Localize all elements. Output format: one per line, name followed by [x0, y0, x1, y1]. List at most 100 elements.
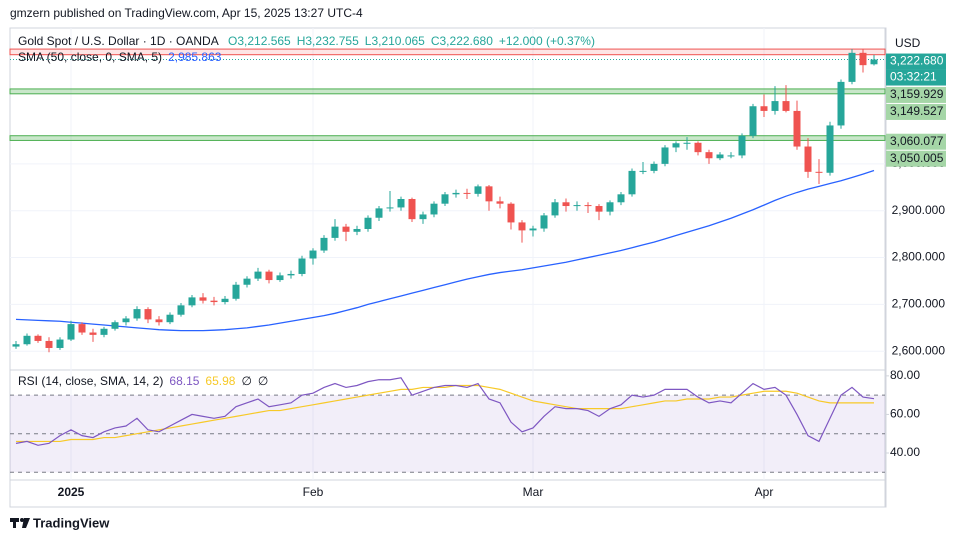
candle-body	[441, 194, 449, 204]
candle-body	[34, 335, 42, 341]
candle-body	[232, 284, 240, 299]
candle-body	[760, 106, 768, 111]
level-label: 3,149.527	[890, 104, 944, 118]
candle-body	[782, 101, 790, 111]
candle-body	[540, 215, 548, 229]
sma-legend: SMA (50, close, 0, SMA, 5)	[18, 50, 162, 64]
header: gmzern published on TradingView.com, Apr…	[10, 6, 363, 20]
candle-body	[870, 59, 878, 65]
rsi-tick-label: 60.00	[890, 407, 920, 421]
candle-body	[12, 344, 20, 347]
candle-body	[144, 309, 152, 320]
y-tick-label: 2,900.000	[892, 203, 946, 217]
candle-body	[243, 278, 251, 285]
candle-body	[155, 319, 163, 323]
level-zone	[9, 88, 886, 95]
candle-body	[452, 192, 460, 195]
candle-body	[221, 298, 229, 303]
level-label: 3,060.077	[890, 134, 944, 148]
candle-body	[826, 125, 834, 173]
candle-body	[562, 202, 570, 207]
level-label-box	[886, 86, 946, 103]
candle-body	[364, 217, 372, 229]
level-label-box	[886, 103, 946, 120]
sma-line	[15, 169, 875, 332]
ohlc-label: H3,232.755	[297, 34, 359, 48]
candle-body	[518, 222, 526, 231]
candle-body	[56, 339, 64, 348]
candle-body	[584, 205, 592, 207]
candle-body	[705, 152, 713, 159]
frame	[9, 27, 887, 508]
candle-body	[386, 207, 394, 209]
candle-body	[265, 271, 273, 281]
ohlc-label: L3,210.065	[365, 34, 425, 48]
rsi-sma-line	[16, 384, 875, 443]
candle-body	[309, 250, 317, 259]
candle-body	[463, 192, 471, 194]
candle-body	[276, 275, 284, 281]
rsi-value: 68.15	[169, 374, 199, 388]
candle-body	[254, 271, 262, 279]
candle-body	[419, 214, 427, 220]
candle-body	[177, 305, 185, 315]
candle-body	[287, 273, 295, 276]
rsi-legend: RSI (14, close, SMA, 14, 2)	[18, 374, 163, 388]
candle-body	[837, 81, 845, 126]
candle-body	[606, 202, 614, 212]
candle-body	[89, 332, 97, 335]
candle-body	[859, 52, 867, 66]
x-tick-label: Apr	[755, 485, 774, 499]
candle-body	[694, 142, 702, 153]
candle-body	[529, 228, 537, 231]
level-label-box	[886, 150, 946, 167]
candle-body	[672, 143, 680, 148]
candle-body	[650, 163, 658, 171]
rsi-tick-label: 80.00	[890, 368, 920, 382]
countdown-label: 03:32:21	[890, 70, 937, 84]
candle-body	[353, 228, 361, 232]
candle-body	[815, 171, 823, 173]
candle-body	[716, 154, 724, 159]
countdown-label-box	[886, 69, 946, 86]
candle-body	[199, 297, 207, 301]
candle-body	[507, 203, 515, 223]
candle-body	[342, 226, 350, 232]
level-zone	[9, 135, 886, 141]
candle-body	[188, 297, 196, 306]
candle-body	[78, 324, 86, 333]
candle-body	[111, 322, 119, 329]
candle-body	[738, 135, 746, 156]
candle-body	[573, 205, 581, 207]
y-tick-label: 2,800.000	[892, 250, 946, 264]
candle-body	[67, 324, 75, 340]
y-tick-label: 2,600.000	[892, 343, 946, 357]
rsi-tick-label: 40.00	[890, 445, 920, 459]
candle-body	[771, 101, 779, 111]
candle-body	[639, 170, 647, 172]
rsi-line	[15, 377, 875, 446]
ohlc-label: C3,222.680	[431, 34, 493, 48]
candle-body	[408, 199, 416, 220]
candle-body	[45, 340, 53, 348]
x-tick-label: Mar	[523, 485, 544, 499]
rsi-extra: ∅	[258, 374, 268, 388]
candle-body	[320, 237, 328, 251]
candle-body	[122, 318, 130, 323]
sma-value: 2,985.863	[168, 50, 222, 64]
candle-body	[100, 328, 108, 335]
last-price-label: 3,222.680	[890, 54, 944, 68]
candle-body	[133, 309, 141, 319]
x-tick-label: 2025	[58, 485, 85, 499]
rsi-sma-value: 65.98	[205, 374, 235, 388]
candle-body	[727, 155, 735, 157]
chart-title: Gold Spot / U.S. Dollar · 1D · OANDA	[18, 34, 219, 48]
candle-body	[683, 142, 691, 144]
candle-body	[375, 208, 383, 218]
candle-body	[661, 147, 669, 164]
currency: USD	[895, 36, 921, 50]
level-label: 3,050.005	[890, 151, 944, 165]
ohlc-label: +12.000 (+0.37%)	[499, 34, 595, 48]
